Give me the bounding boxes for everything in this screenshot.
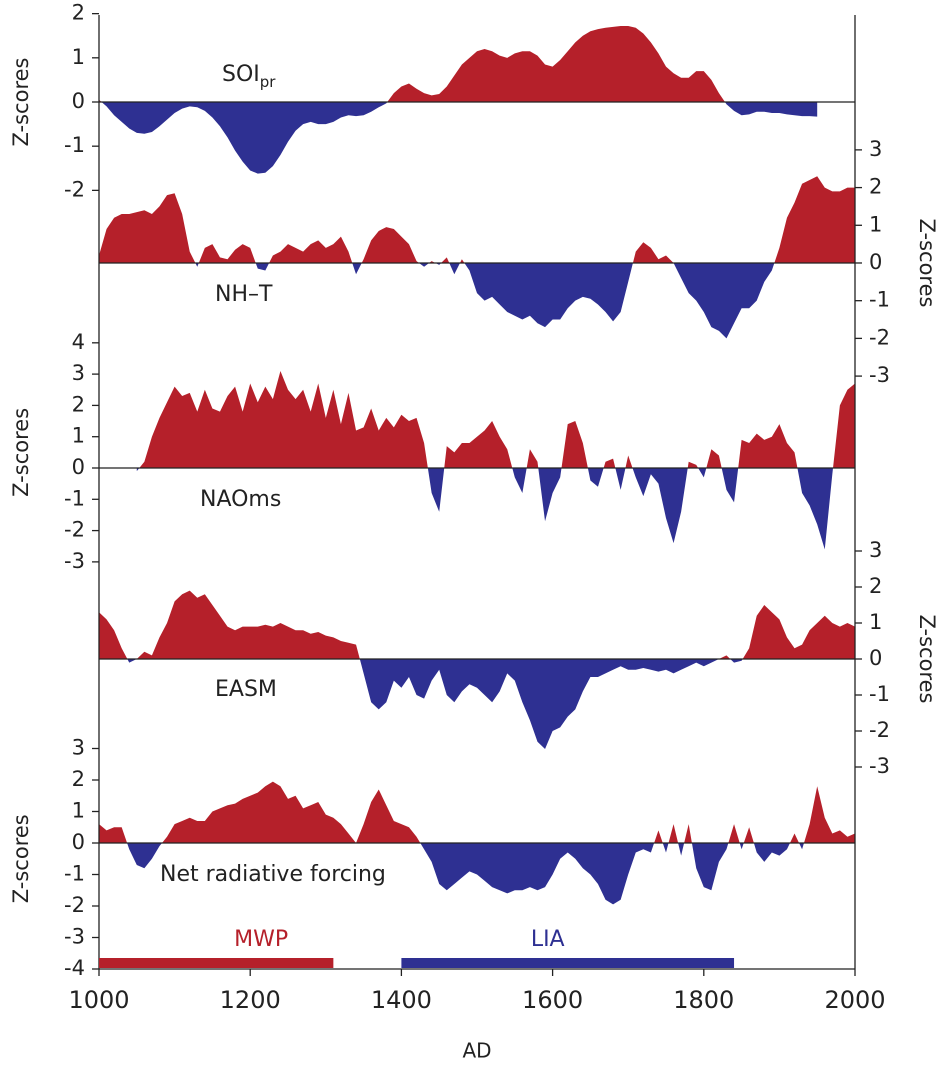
- y-axis-label: Z-scores: [915, 219, 939, 308]
- x-tick-label: 1400: [371, 986, 432, 1014]
- y-tick-label: 2: [72, 1, 85, 25]
- y-axis-label: Z-scores: [9, 58, 33, 147]
- panel-label: NH–T: [215, 282, 273, 307]
- y-tick-label: 3: [869, 137, 882, 161]
- period-label: MWP: [234, 927, 288, 952]
- panel-label: EASM: [215, 677, 277, 702]
- y-tick-label: 0: [72, 89, 85, 113]
- y-tick-label: -2: [64, 893, 85, 917]
- panel-label-text: NH–T: [215, 282, 273, 307]
- negative-area: [99, 102, 818, 174]
- negative-area: [195, 262, 775, 339]
- x-axis-label: AD: [462, 1039, 491, 1063]
- positive-area: [99, 590, 855, 659]
- y-tick-label: -2: [64, 177, 85, 201]
- y-tick-label: -3: [64, 549, 85, 573]
- y-tick-label: 1: [72, 799, 85, 823]
- y-tick-label: 3: [869, 538, 882, 562]
- y-axis-label: Z-scores: [9, 408, 33, 497]
- y-tick-label: 1: [869, 212, 882, 236]
- panel-label: SOIpr: [222, 62, 276, 91]
- y-tick-label: 2: [869, 574, 882, 598]
- panel-label-text: Net radiative forcing: [160, 862, 386, 887]
- y-tick-label: -1: [64, 133, 85, 157]
- panel-label: NAOms: [200, 487, 281, 512]
- y-tick-label: 2: [869, 175, 882, 199]
- y-tick-label: 1: [72, 45, 85, 69]
- y-tick-label: 2: [72, 767, 85, 791]
- y-axis-label: Z-scores: [9, 814, 33, 903]
- y-axis-label: Z-scores: [915, 615, 939, 704]
- y-tick-label: -3: [64, 925, 85, 949]
- y-tick-label: -4: [64, 956, 85, 980]
- y-tick-label: 4: [72, 330, 85, 354]
- negative-area: [99, 843, 855, 905]
- y-tick-label: 2: [72, 392, 85, 416]
- panel-label-text: SOI: [222, 62, 260, 87]
- y-tick-label: 3: [72, 736, 85, 760]
- negative-area: [99, 659, 855, 749]
- y-tick-label: 0: [72, 455, 85, 479]
- y-tick-label: 3: [72, 361, 85, 385]
- x-tick-label: 1200: [220, 986, 281, 1014]
- positive-area: [99, 26, 818, 102]
- y-tick-label: -2: [869, 718, 890, 742]
- y-tick-label: 1: [72, 424, 85, 448]
- y-tick-label: -1: [64, 486, 85, 510]
- y-tick-label: 0: [869, 646, 882, 670]
- panel-label-subscript: pr: [260, 73, 277, 91]
- positive-area: [99, 781, 855, 843]
- y-tick-label: -3: [869, 363, 890, 387]
- y-tick-label: -1: [64, 862, 85, 886]
- period-bar: [401, 958, 735, 968]
- y-tick-label: -3: [869, 754, 890, 778]
- x-tick-label: 2000: [824, 986, 885, 1014]
- y-tick-label: -2: [64, 518, 85, 542]
- panel-label-text: EASM: [215, 677, 277, 702]
- y-tick-label: -2: [869, 325, 890, 349]
- y-tick-label: 1: [869, 610, 882, 634]
- x-tick-label: 1600: [522, 986, 583, 1014]
- period-bar: [99, 958, 334, 968]
- positive-area: [99, 176, 855, 263]
- y-tick-label: 0: [869, 250, 882, 274]
- y-tick-label: -1: [869, 682, 890, 706]
- y-tick-label: 0: [72, 830, 85, 854]
- x-tick-label: 1800: [673, 986, 734, 1014]
- positive-area: [136, 370, 855, 468]
- x-tick-label: 1000: [68, 986, 129, 1014]
- panel-label-text: NAOms: [200, 487, 281, 512]
- y-tick-label: -1: [869, 288, 890, 312]
- panel-label: Net radiative forcing: [160, 862, 386, 887]
- period-label: LIA: [531, 927, 565, 952]
